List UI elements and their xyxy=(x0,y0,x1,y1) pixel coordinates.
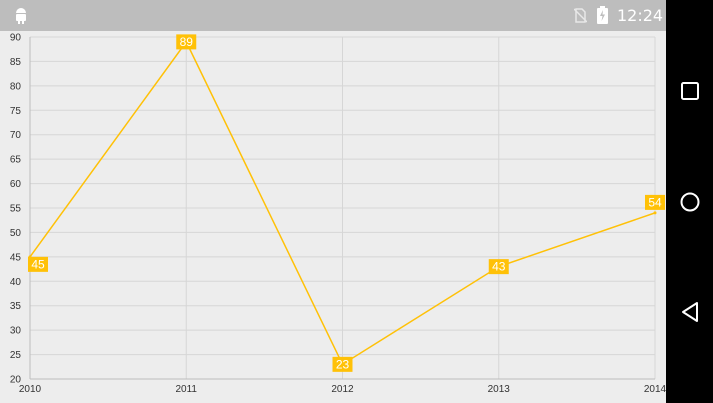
data-label: 23 xyxy=(336,357,350,371)
data-label-box xyxy=(488,259,509,275)
chart-svg: 20 25 30 35 40 45 50 55 60 65 70 75 80 85 90 2010 2011 20… xyxy=(10,33,666,396)
data-label: 43 xyxy=(492,260,506,274)
y-tick-label: 75 xyxy=(10,106,22,117)
y-tick-label: 55 xyxy=(10,204,22,215)
y-tick-label: 50 xyxy=(10,228,22,239)
y-tick-label: 45 xyxy=(10,252,22,263)
android-icon xyxy=(14,7,28,29)
y-tick-label: 65 xyxy=(10,155,22,166)
data-label: 89 xyxy=(180,35,194,49)
data-label: 54 xyxy=(648,195,662,209)
x-tick-label: 2011 xyxy=(175,384,197,395)
status-bar: 12:24 xyxy=(0,0,666,31)
x-tick-label: 2012 xyxy=(331,384,354,395)
data-label-box xyxy=(645,194,665,210)
y-tick-label: 30 xyxy=(10,326,22,337)
data-point xyxy=(653,211,657,215)
y-tick-label: 90 xyxy=(10,33,22,44)
back-triangle-icon xyxy=(681,301,698,322)
y-tick-label: 70 xyxy=(10,130,22,141)
home-circle-icon xyxy=(680,192,699,211)
back-button[interactable] xyxy=(674,296,705,327)
x-tick-label: 2010 xyxy=(19,384,42,395)
data-label: 45 xyxy=(31,257,45,271)
recents-button[interactable] xyxy=(674,75,705,106)
y-tick-label: 35 xyxy=(10,301,22,312)
y-tick-label: 85 xyxy=(10,57,22,68)
data-label-box xyxy=(332,356,353,372)
y-tick-label: 80 xyxy=(10,81,22,92)
y-tick-label: 20 xyxy=(10,375,22,386)
recents-square-icon xyxy=(680,81,699,100)
navigation-bar xyxy=(666,0,713,403)
battery-icon xyxy=(597,6,608,29)
data-label-box xyxy=(28,256,48,272)
no-sim-icon xyxy=(573,8,588,28)
x-tick-label: 2014 xyxy=(644,384,666,395)
home-button[interactable] xyxy=(674,186,705,217)
status-clock: 12:24 xyxy=(617,6,664,25)
y-tick-label: 60 xyxy=(10,179,22,190)
data-label-box xyxy=(176,34,197,50)
y-tick-label: 25 xyxy=(10,350,22,361)
y-tick-label: 40 xyxy=(10,277,22,288)
x-tick-label: 2013 xyxy=(488,384,511,395)
line-chart: 20 25 30 35 40 45 50 55 60 65 70 75 80 85 90 2010 2011 20… xyxy=(0,31,666,403)
app-window: 12:24 20 25 30 35 40 45 50 55 60 65 70 75 80 85 90 2010… xyxy=(0,0,666,403)
